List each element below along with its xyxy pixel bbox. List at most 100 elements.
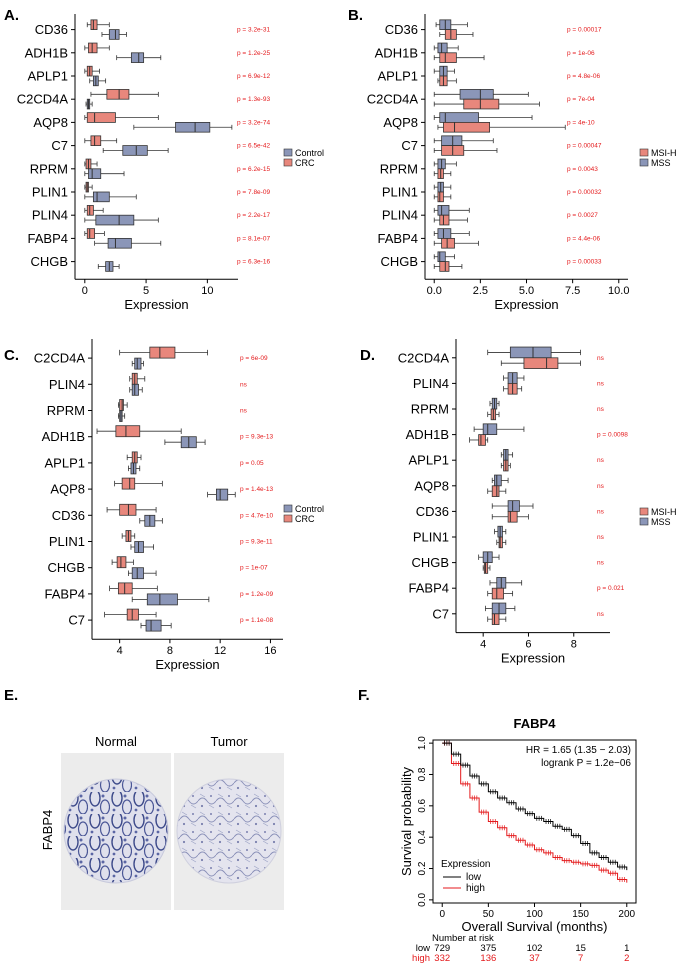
box-crc bbox=[84, 112, 159, 123]
box-control bbox=[117, 410, 126, 422]
iqr-box bbox=[134, 541, 144, 553]
panel-d: D. 4 6 8 Expression C2CD4A ns PLIN4 ns RPRM ns ADH1… bbox=[360, 339, 677, 666]
box-msi-h bbox=[469, 434, 489, 446]
gene-label: C2CD4A bbox=[367, 92, 419, 107]
legend-label: Control bbox=[295, 504, 324, 514]
box-control bbox=[128, 567, 157, 580]
gene-label: RPRM bbox=[47, 403, 85, 418]
box-msi-h bbox=[496, 536, 507, 549]
gene-label: CHGB bbox=[380, 254, 418, 269]
box-msi-h bbox=[487, 587, 514, 600]
km-curve-low bbox=[442, 742, 628, 871]
x-tick-label: 8 bbox=[571, 639, 577, 651]
gene-label: FABP4 bbox=[45, 586, 85, 601]
x-tick-label: 50 bbox=[483, 909, 495, 920]
risk-table-header: Number at risk bbox=[432, 933, 494, 944]
risk-row-label: low bbox=[416, 943, 430, 954]
box-mss bbox=[489, 577, 523, 589]
p-value: p = 1.2e-09 bbox=[240, 591, 273, 598]
x-tick-label: 12 bbox=[214, 645, 226, 657]
box-msi-h bbox=[437, 122, 566, 133]
p-value: p = 9.3e-13 bbox=[240, 434, 273, 441]
x-tick-label: 150 bbox=[572, 909, 589, 920]
gene-label: PLIN4 bbox=[32, 208, 68, 223]
box-control bbox=[131, 357, 144, 370]
box-crc bbox=[90, 89, 159, 100]
iqr-box bbox=[146, 593, 178, 606]
p-value: ns bbox=[597, 534, 605, 541]
iqr-box bbox=[122, 145, 148, 156]
y-tick-label: 0.6 bbox=[417, 798, 428, 812]
box-crc bbox=[117, 399, 128, 411]
x-tick-label: 7.5 bbox=[565, 285, 580, 297]
box-crc bbox=[84, 65, 100, 77]
gene-label: APLP1 bbox=[409, 453, 449, 468]
box-mss bbox=[433, 135, 494, 147]
box-crc bbox=[84, 228, 105, 239]
box-control bbox=[101, 29, 127, 40]
box-mss bbox=[485, 602, 516, 615]
box-crc bbox=[114, 477, 163, 490]
y-tick-label: 0.8 bbox=[417, 767, 428, 781]
iqr-box bbox=[463, 98, 500, 110]
gene-label: APLP1 bbox=[378, 69, 418, 84]
box-mss bbox=[433, 42, 459, 54]
x-tick-label: 0.0 bbox=[427, 285, 442, 297]
iqr-box bbox=[494, 474, 502, 487]
gene-label: CHGB bbox=[47, 560, 85, 575]
gene-label: APLP1 bbox=[28, 69, 68, 84]
gene-label: PLIN1 bbox=[413, 530, 449, 545]
gene-label: AQP8 bbox=[50, 482, 85, 497]
gene-label: CD36 bbox=[385, 22, 418, 37]
box-mss bbox=[500, 449, 514, 461]
normal-tissue-image bbox=[63, 778, 169, 884]
box-crc bbox=[84, 181, 93, 193]
iqr-box bbox=[95, 214, 135, 226]
p-value: p = 1.3e-93 bbox=[237, 96, 270, 103]
panel-b: B. 0.0 2.5 5.0 7.5 10.0 Expression CD36 p = 0.00… bbox=[348, 7, 677, 312]
x-axis-title: Expression bbox=[494, 297, 558, 312]
tissue-row-label: FABP4 bbox=[40, 810, 55, 850]
gene-label: RPRM bbox=[30, 161, 68, 176]
p-value: p = 0.00032 bbox=[567, 189, 602, 196]
legend-swatch bbox=[283, 158, 293, 167]
iqr-box bbox=[483, 562, 489, 574]
box-msi-h bbox=[433, 52, 485, 63]
box-msi-h bbox=[433, 145, 498, 156]
iqr-box bbox=[482, 423, 498, 435]
box-control bbox=[129, 383, 143, 396]
gene-label: C7 bbox=[401, 138, 418, 153]
iqr-box bbox=[86, 205, 94, 216]
p-value: p = 6.2e-15 bbox=[237, 166, 270, 173]
gene-label: CHGB bbox=[30, 254, 68, 269]
box-crc bbox=[84, 42, 110, 54]
box-mss bbox=[473, 423, 525, 435]
gene-label: ADH1B bbox=[375, 45, 418, 60]
p-value: p = 1e-06 bbox=[567, 50, 595, 57]
iqr-box bbox=[119, 503, 137, 516]
x-tick-label: 8 bbox=[167, 645, 173, 657]
x-tick-label: 2.5 bbox=[473, 285, 488, 297]
iqr-box bbox=[107, 237, 132, 249]
legend-label: MSI-H bbox=[651, 148, 677, 158]
box-control bbox=[128, 462, 141, 475]
gene-label: FABP4 bbox=[28, 231, 68, 246]
box-crc bbox=[104, 608, 157, 621]
iqr-box bbox=[121, 477, 136, 490]
iqr-box bbox=[507, 510, 518, 523]
box-mss bbox=[433, 251, 455, 263]
risk-count: 15 bbox=[575, 943, 586, 954]
risk-row-label: high bbox=[412, 953, 430, 964]
p-value: p = 1.2e-25 bbox=[237, 50, 270, 57]
legend-swatch bbox=[283, 504, 293, 513]
risk-count: 729 bbox=[434, 943, 450, 954]
km-curve-high bbox=[442, 742, 628, 883]
panel-a: A. 0 5 10 Expression CD36 p = 3.2e-31 ADH1B p = … bbox=[4, 7, 324, 312]
iqr-box bbox=[509, 346, 552, 359]
x-tick-label: 100 bbox=[526, 909, 543, 920]
box-crc bbox=[84, 205, 104, 216]
box-control bbox=[97, 261, 120, 272]
